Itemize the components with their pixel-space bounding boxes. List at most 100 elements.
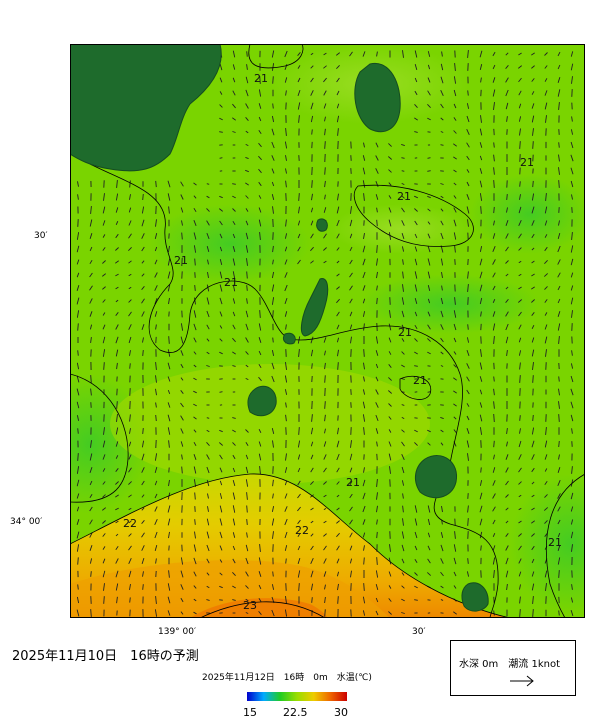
- current-vector: [128, 558, 132, 564]
- current-vector: [571, 428, 573, 434]
- current-vector: [232, 429, 236, 433]
- current-vector: [493, 142, 495, 148]
- current-vector: [258, 453, 262, 461]
- current-vector: [219, 545, 223, 551]
- current-vector: [543, 507, 549, 511]
- current-vector: [414, 246, 418, 252]
- current-vector: [310, 427, 314, 435]
- current-vector: [519, 194, 521, 200]
- current-vector: [388, 195, 392, 199]
- current-vector: [375, 414, 379, 422]
- current-vector: [544, 481, 548, 485]
- current-vector: [519, 415, 521, 421]
- current-vector: [570, 141, 574, 149]
- current-vector: [376, 51, 378, 57]
- current-vector: [323, 481, 327, 485]
- current-vector: [77, 557, 79, 565]
- current-vector: [128, 570, 132, 578]
- current-vector: [557, 506, 561, 512]
- current-vector: [543, 273, 549, 277]
- current-vector: [219, 157, 223, 159]
- current-vector: [271, 193, 275, 201]
- current-vector: [323, 545, 327, 551]
- current-vector: [336, 324, 340, 330]
- current-vector: [376, 245, 378, 253]
- current-vector: [259, 232, 261, 240]
- current-vector: [232, 505, 236, 513]
- current-vector: [167, 427, 171, 435]
- current-vector: [232, 585, 236, 589]
- current-vector: [103, 596, 105, 604]
- current-vector: [570, 129, 574, 135]
- current-vector: [167, 362, 171, 370]
- current-vector: [272, 493, 274, 499]
- current-vector: [414, 50, 418, 58]
- current-vector: [518, 77, 522, 83]
- current-vector: [284, 233, 288, 239]
- current-vector: [518, 299, 522, 303]
- current-vector: [440, 310, 444, 318]
- current-vector: [545, 193, 547, 201]
- current-vector: [440, 429, 444, 433]
- current-vector: [324, 596, 326, 604]
- current-vector: [180, 181, 184, 187]
- current-vector: [350, 440, 352, 448]
- current-vector: [258, 611, 262, 615]
- current-vector: [284, 545, 288, 551]
- current-vector: [90, 440, 92, 448]
- current-vector: [193, 466, 197, 474]
- current-vector: [440, 117, 444, 121]
- current-vector: [76, 544, 80, 552]
- current-vector: [479, 155, 483, 161]
- current-vector: [414, 351, 418, 355]
- current-vector: [232, 271, 236, 279]
- current-vector: [297, 545, 301, 551]
- current-vector: [427, 338, 431, 342]
- current-vector: [154, 609, 158, 617]
- current-vector: [571, 232, 573, 240]
- current-vector: [89, 506, 93, 512]
- current-vector: [440, 258, 444, 266]
- current-vector: [115, 312, 119, 316]
- colorbar-tick-min: 15: [243, 706, 257, 719]
- current-vector: [453, 207, 457, 213]
- current-vector: [414, 258, 418, 266]
- current-vector: [297, 557, 301, 565]
- current-vector: [375, 363, 379, 369]
- current-vector: [246, 51, 248, 57]
- current-vector: [570, 597, 574, 603]
- current-vector: [401, 531, 405, 539]
- current-vector: [272, 76, 274, 84]
- current-vector: [284, 609, 288, 617]
- current-vector: [557, 557, 561, 565]
- current-vector: [154, 259, 158, 265]
- current-vector: [167, 505, 171, 513]
- current-vector: [427, 532, 431, 538]
- current-vector: [557, 467, 561, 473]
- current-vector: [193, 337, 197, 343]
- current-vector: [245, 612, 249, 614]
- current-vector: [310, 349, 314, 357]
- current-vector: [493, 570, 495, 578]
- current-vector: [453, 403, 457, 407]
- current-vector: [479, 362, 483, 370]
- current-vector: [531, 494, 535, 498]
- current-vector: [479, 284, 483, 292]
- current-vector: [401, 480, 405, 486]
- current-vector: [401, 246, 405, 252]
- current-vector: [271, 50, 275, 58]
- current-vector: [246, 492, 248, 500]
- current-vector: [336, 52, 340, 56]
- current-vector: [77, 428, 79, 434]
- current-vector: [531, 115, 535, 123]
- current-vector: [324, 128, 326, 136]
- current-vector: [284, 77, 288, 83]
- current-vector: [324, 609, 326, 617]
- current-vector: [206, 429, 210, 433]
- current-vector: [518, 206, 522, 214]
- current-vector: [362, 180, 366, 188]
- current-vector: [441, 272, 443, 278]
- current-vector: [532, 596, 534, 604]
- current-vector: [363, 142, 365, 148]
- current-vector: [167, 180, 171, 188]
